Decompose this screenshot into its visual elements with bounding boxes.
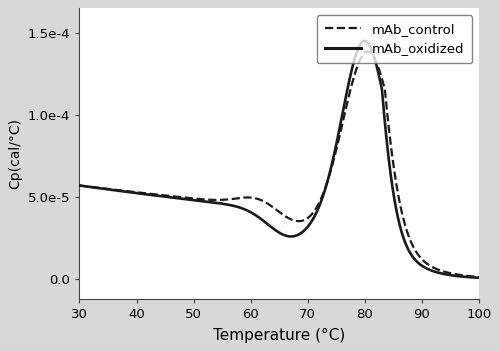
mAb_control [270, 206, 276, 210]
Y-axis label: Cp(cal/°C): Cp(cal/°C) [8, 118, 22, 189]
Line: mAb_oxidized: mAb_oxidized [80, 41, 479, 278]
mAb_oxidized [270, 227, 276, 231]
Legend: mAb_control, mAb_oxidized: mAb_control, mAb_oxidized [316, 15, 472, 64]
mAb_control [464, 274, 470, 278]
mAb_control [76, 183, 82, 187]
mAb_control [476, 275, 482, 279]
mAb_oxidized [362, 39, 368, 43]
mAb_oxidized [392, 197, 398, 201]
mAb_oxidized [464, 275, 470, 279]
X-axis label: Temperature (°C): Temperature (°C) [213, 327, 346, 343]
mAb_oxidized [260, 218, 266, 223]
mAb_oxidized [476, 276, 482, 280]
mAb_control [464, 274, 470, 278]
mAb_oxidized [76, 183, 82, 187]
mAb_control [392, 169, 398, 173]
mAb_control [97, 186, 103, 190]
mAb_oxidized [97, 186, 103, 190]
Line: mAb_control: mAb_control [80, 52, 479, 277]
mAb_control [364, 49, 370, 54]
mAb_oxidized [464, 275, 470, 279]
mAb_control [260, 199, 266, 203]
